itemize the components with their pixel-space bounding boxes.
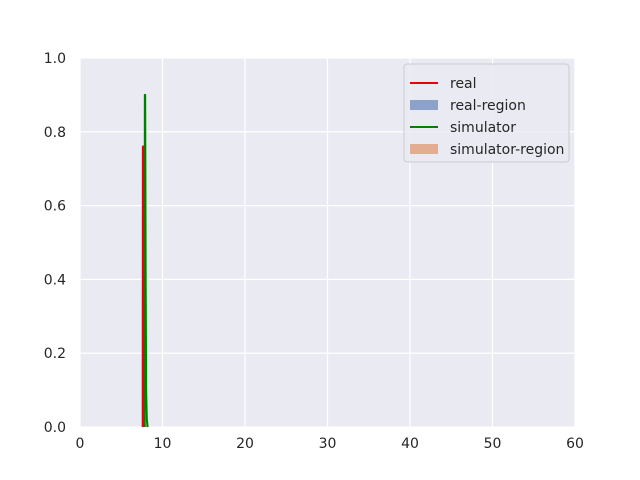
grid-lines xyxy=(79,57,576,428)
x-tick-label: 20 xyxy=(236,436,254,452)
legend-swatch-simulator-region xyxy=(410,144,438,154)
y-tick-label: 0.6 xyxy=(44,199,66,215)
y-tick-label: 0.2 xyxy=(44,346,66,362)
x-tick-label: 50 xyxy=(484,436,502,452)
legend-label-real-region: real-region xyxy=(450,98,526,114)
x-tick-labels: 0 10 20 30 40 50 60 xyxy=(76,436,584,452)
legend-label-real: real xyxy=(450,76,477,92)
y-tick-label: 0.4 xyxy=(44,272,66,288)
x-tick-label: 0 xyxy=(76,436,85,452)
legend-box xyxy=(403,63,570,163)
y-tick-labels: 0.0 0.2 0.4 0.6 0.8 1.0 xyxy=(44,51,66,436)
legend-swatch-real-region xyxy=(410,100,438,110)
legend: real real-region simulator simulator-region xyxy=(403,63,570,163)
x-tick-label: 10 xyxy=(154,436,172,452)
series-layer xyxy=(141,93,149,428)
legend-label-simulator-region: simulator-region xyxy=(450,142,564,158)
y-tick-label: 0.0 xyxy=(44,420,66,436)
x-tick-label: 30 xyxy=(319,436,337,452)
y-tick-label: 1.0 xyxy=(44,51,66,67)
y-tick-label: 0.8 xyxy=(44,125,66,141)
legend-label-simulator: simulator xyxy=(450,120,516,136)
x-tick-label: 40 xyxy=(401,436,419,452)
series-line-simulator xyxy=(143,93,149,428)
x-tick-label: 60 xyxy=(566,436,584,452)
